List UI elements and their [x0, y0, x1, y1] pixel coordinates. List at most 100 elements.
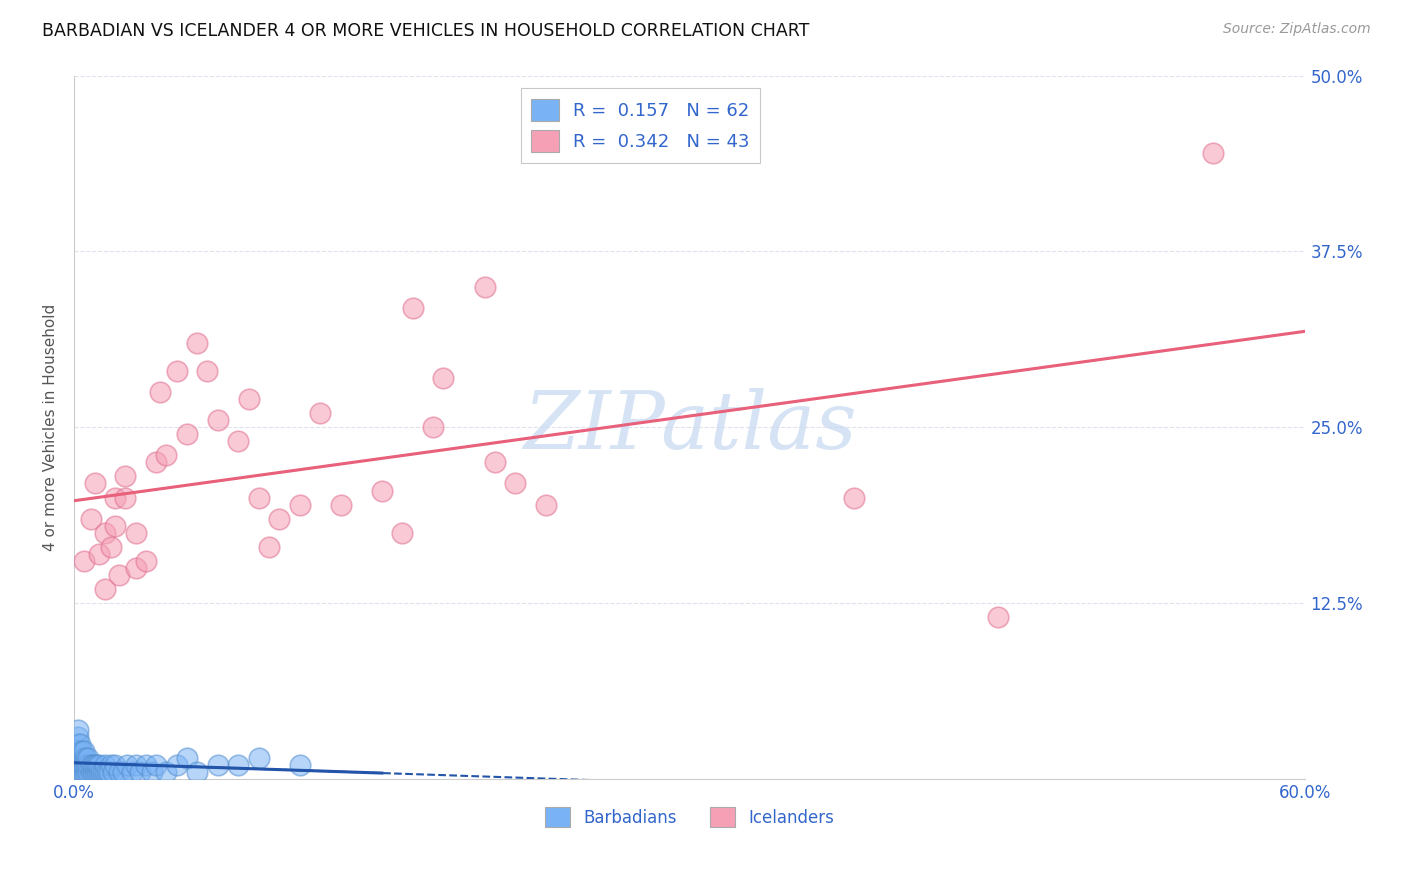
Point [79, 511, 101, 525]
Point [141, 764, 163, 779]
Text: BARBADIAN VS ICELANDER 4 OR MORE VEHICLES IN HOUSEHOLD CORRELATION CHART: BARBADIAN VS ICELANDER 4 OR MORE VEHICLE… [42, 22, 810, 40]
Point [422, 420, 444, 434]
Point [87, 757, 110, 772]
Point [505, 476, 527, 491]
Point [108, 568, 131, 582]
Point [288, 498, 311, 512]
Point [65, 757, 87, 772]
Point [247, 751, 270, 765]
Point [69, 764, 91, 779]
Point [73, 744, 96, 758]
Point [108, 764, 131, 779]
Point [72, 751, 94, 765]
Point [72, 764, 94, 779]
Point [432, 371, 454, 385]
Point [73, 764, 96, 779]
Point [77, 751, 100, 765]
Y-axis label: 4 or more Vehicles in Household: 4 or more Vehicles in Household [44, 303, 58, 551]
Point [114, 491, 136, 505]
Point [186, 335, 208, 350]
Point [82, 757, 104, 772]
Point [67, 723, 90, 737]
Point [135, 757, 157, 772]
Point [69, 757, 91, 772]
Legend: Barbadians, Icelanders: Barbadians, Icelanders [538, 800, 841, 834]
Point [83, 476, 105, 491]
Point [90, 764, 112, 779]
Point [101, 764, 124, 779]
Point [309, 406, 332, 420]
Point [104, 518, 127, 533]
Point [72, 757, 94, 772]
Point [67, 737, 90, 751]
Point [83, 757, 105, 772]
Point [94, 764, 117, 779]
Point [83, 764, 105, 779]
Point [94, 582, 117, 596]
Point [145, 455, 167, 469]
Point [329, 498, 352, 512]
Point [155, 764, 177, 779]
Point [82, 764, 104, 779]
Point [474, 279, 496, 293]
Point [176, 427, 198, 442]
Point [67, 730, 90, 744]
Text: Source: ZipAtlas.com: Source: ZipAtlas.com [1223, 22, 1371, 37]
Point [73, 554, 96, 568]
Point [79, 764, 101, 779]
Point [207, 413, 229, 427]
Point [114, 469, 136, 483]
Point [987, 610, 1010, 624]
Point [124, 525, 146, 540]
Point [117, 757, 139, 772]
Point [186, 764, 208, 779]
Point [72, 744, 94, 758]
Point [1202, 145, 1225, 160]
Point [207, 757, 229, 772]
Point [247, 491, 270, 505]
Point [75, 751, 97, 765]
Point [86, 757, 108, 772]
Point [69, 751, 91, 765]
Point [65, 764, 87, 779]
Point [269, 511, 291, 525]
Point [121, 764, 143, 779]
Point [842, 491, 865, 505]
Point [176, 751, 198, 765]
Point [86, 764, 108, 779]
Point [391, 525, 413, 540]
Point [77, 757, 100, 772]
Point [69, 744, 91, 758]
Point [104, 491, 127, 505]
Point [65, 751, 87, 765]
Point [128, 764, 150, 779]
Point [226, 434, 249, 449]
Point [75, 757, 97, 772]
Point [73, 751, 96, 765]
Point [73, 757, 96, 772]
Point [166, 364, 188, 378]
Point [534, 498, 557, 512]
Point [94, 525, 117, 540]
Point [100, 540, 122, 554]
Point [145, 757, 167, 772]
Point [69, 737, 91, 751]
Point [100, 757, 122, 772]
Point [94, 757, 117, 772]
Point [112, 764, 135, 779]
Point [124, 561, 146, 575]
Point [484, 455, 506, 469]
Point [166, 757, 188, 772]
Point [104, 757, 127, 772]
Point [87, 547, 110, 561]
Text: ZIPatlas: ZIPatlas [523, 389, 856, 466]
Point [288, 757, 311, 772]
Point [402, 301, 425, 315]
Point [257, 540, 280, 554]
Point [124, 757, 146, 772]
Point [149, 385, 172, 400]
Point [98, 764, 121, 779]
Point [87, 764, 110, 779]
Point [371, 483, 394, 498]
Point [155, 448, 177, 462]
